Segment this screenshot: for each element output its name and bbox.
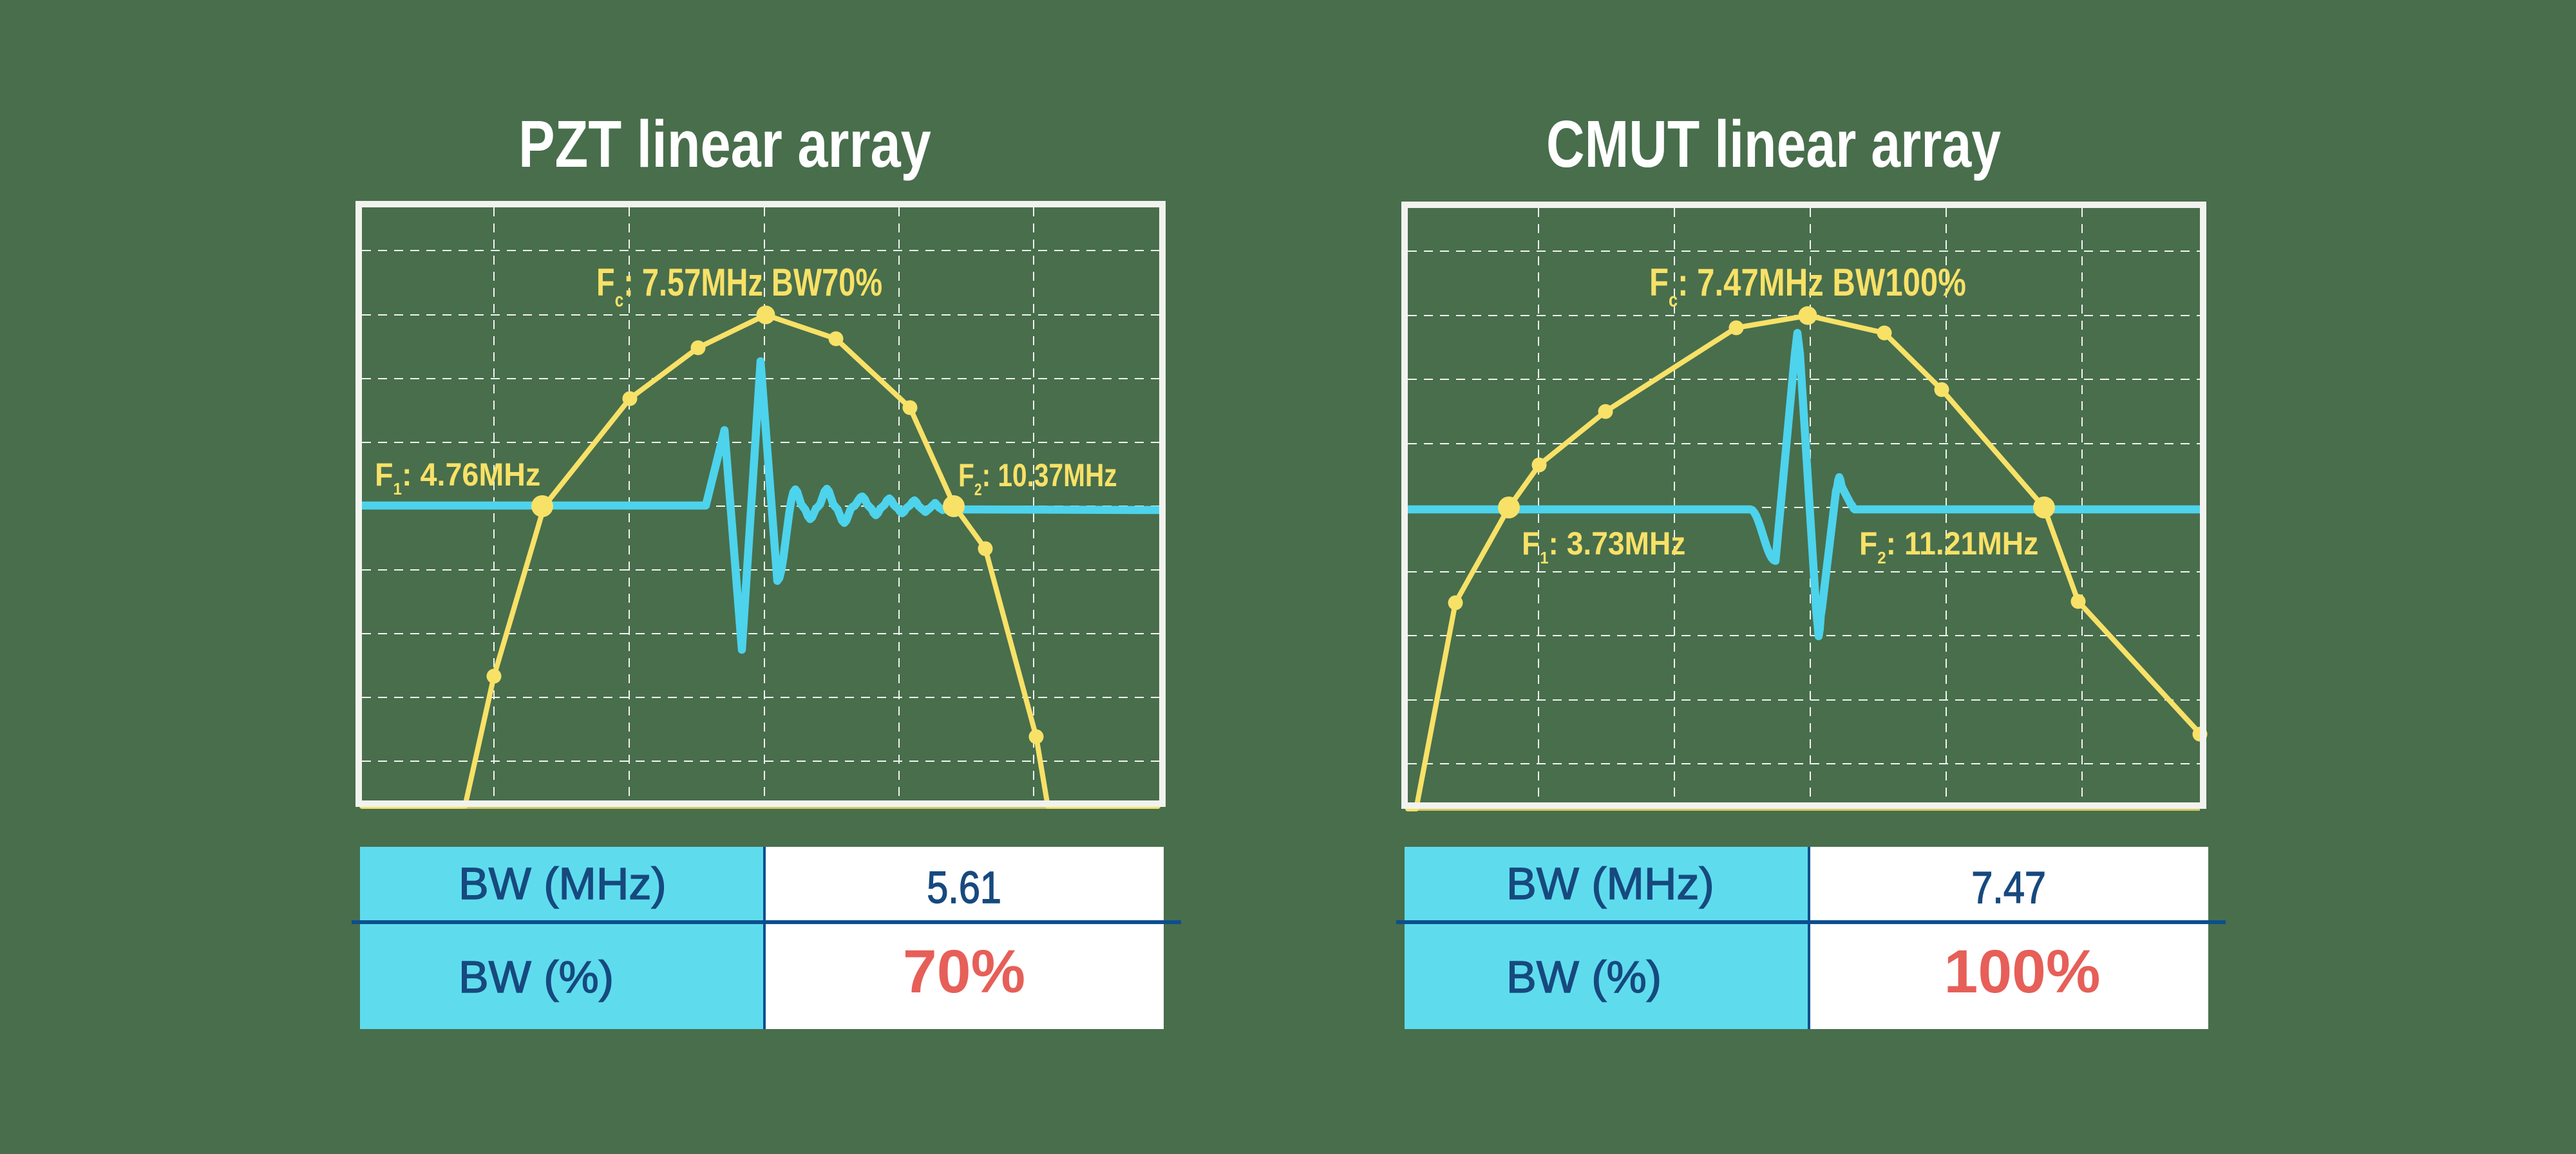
svg-text:F2: 11.21MHz: F2: 11.21MHz <box>1859 525 2038 567</box>
svg-text:Fc: 7.47MHz BW100%: Fc: 7.47MHz BW100% <box>1649 260 1966 311</box>
svg-text:F1: 4.76MHz: F1: 4.76MHz <box>375 457 540 499</box>
svg-text:F1: 3.73MHz: F1: 3.73MHz <box>1522 525 1685 567</box>
svg-text:F2: 10.37MHz: F2: 10.37MHz <box>958 457 1117 500</box>
svg-text:Fc: 7.57MHz BW70%: Fc: 7.57MHz BW70% <box>596 261 882 311</box>
